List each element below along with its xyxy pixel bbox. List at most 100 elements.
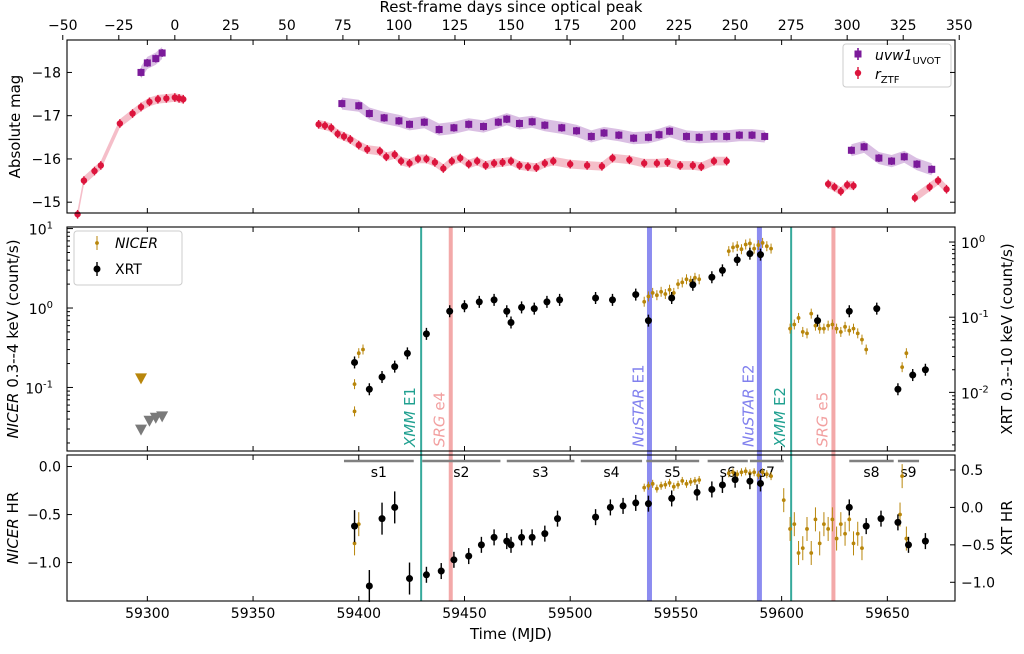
nicer-rate-point-33 [805,331,809,336]
obs-band-epoch-5: e5 [813,392,831,416]
top-tick-label-175: 175 [554,18,581,34]
uvw1-point-18 [528,118,536,126]
nicer-rate-point-23 [748,241,752,246]
r-point-47 [626,156,633,164]
xrt-hr-point-25 [718,481,726,489]
nicer-hr-point-17 [731,470,735,475]
nicer-hr-point-47 [900,474,905,479]
uvw1-point-22 [587,132,595,140]
xtick-label-59650: 59650 [865,606,910,622]
legend-nicer-label: NICER [115,236,158,252]
r-point-33 [473,157,481,165]
nicer-hr-point-30 [796,551,801,555]
nicer-hr-point-44 [855,531,860,536]
r-point-52 [689,162,697,169]
nicer-hr-point-14 [693,479,697,483]
nicer-hr-point-15 [697,478,702,482]
xrt-rate-point-11 [507,319,515,327]
obs-band-label-5: SRG e5 [813,392,831,447]
xrt-hr-point-17 [592,513,600,521]
nicer-rate-point-0 [352,382,357,387]
xrt-upper-limit-0 [135,424,147,436]
nicer-hr-point-39 [834,536,839,541]
nicer-rate-point-20 [735,244,740,249]
xrt-hr-point-20 [632,499,640,507]
xrt-rate-point-4 [403,349,411,357]
legend-nicer-marker [95,241,99,245]
legend-xrt-marker [93,265,101,273]
nicer-rate-point-42 [843,324,847,329]
r-point-44 [583,162,591,169]
xrt-hr-point-18 [606,503,614,511]
nicer-rate-point-21 [739,247,744,252]
x-axis-label: Time (MJD) [469,625,552,643]
nicer-hr-point-10 [676,482,680,487]
r-point-0 [74,211,81,218]
r-point-4 [116,120,124,127]
xrt-rate-point-15 [556,296,564,304]
xtick-label-59550: 59550 [654,606,699,622]
uvw1-point-19 [541,121,549,129]
nicer-hr-point-31 [800,546,805,551]
ytick-nicer-hr-label: −1.0 [27,556,61,572]
xrt-rate-point-8 [475,298,483,306]
obs-band-epoch-3: E2 [739,364,757,388]
nicer-hr-point-38 [830,517,835,522]
r-point-59 [843,181,851,189]
nicer-rate-point-8 [659,289,664,294]
nicer-rate-point-1 [352,409,357,414]
top-tick-label-50: 50 [278,18,296,34]
legend-uvw1-sub: UVOT [913,56,942,67]
nicer-hr-point-20 [743,469,748,474]
nicer-hr-point-41 [843,531,847,536]
uvw1-point-39 [888,157,896,165]
uvw1-point-29 [682,132,690,140]
xrt-hr-point-34 [921,537,929,545]
ytick-nicer-hr-label: 0.0 [39,460,61,476]
uvw1-point-2 [152,55,160,63]
nicer-hr-point-34 [813,517,818,522]
uvw1-point-15 [494,118,502,126]
nicer-hr-point-18 [735,472,740,477]
legend-middle: NICER XRT [73,230,183,286]
r-point-15 [328,124,335,131]
r-point-60 [850,182,857,189]
uvw1-point-20 [558,124,566,132]
ytick-mag-label: −17 [31,109,61,125]
nicer-hr-point-16 [726,471,731,476]
nicer-hr-point-13 [688,479,693,484]
top-tick-label-300: 300 [834,18,861,34]
nicer-rate-point-41 [838,330,843,334]
xrt-hr-point-1 [365,582,373,590]
r-point-6 [137,103,145,111]
xtick-label-59400: 59400 [336,606,381,622]
nicer-rate-point-31 [796,316,801,320]
nicer-rate-point-5 [646,294,651,299]
ytick-xrt-label-2-exp: -2 [979,384,989,395]
obs-band-label-0: XMM E1 [401,387,419,448]
top-tick-label-100: 100 [386,18,413,34]
r-point-38 [516,162,523,169]
nicer-rate-point-12 [676,282,680,287]
xrt-hr-point-30 [862,522,870,530]
ytick-xrt-hr-label: 0.0 [961,500,983,516]
r-point-16 [334,130,341,138]
r-point-37 [507,157,515,165]
xtick-label-59600: 59600 [759,606,804,622]
nicer-hr-point-33 [809,551,814,555]
xrt-hr-point-32 [894,518,902,526]
r-point-7 [146,98,153,106]
r-point-30 [448,157,455,165]
nicer-hr-point-2 [642,485,647,490]
legend-top-box [842,43,952,88]
top-tick-label-0: 0 [170,18,179,34]
xrt-rate-point-5 [422,330,430,338]
nicer-hr-point-46 [898,512,902,517]
top-tick-label-325: 325 [890,18,917,34]
ytick-nicer-label-1: 100 [29,300,53,318]
nicer-hr-point-48 [904,536,909,541]
top-tick-label-225: 225 [666,18,693,34]
xrt-hr-point-6 [437,567,445,575]
